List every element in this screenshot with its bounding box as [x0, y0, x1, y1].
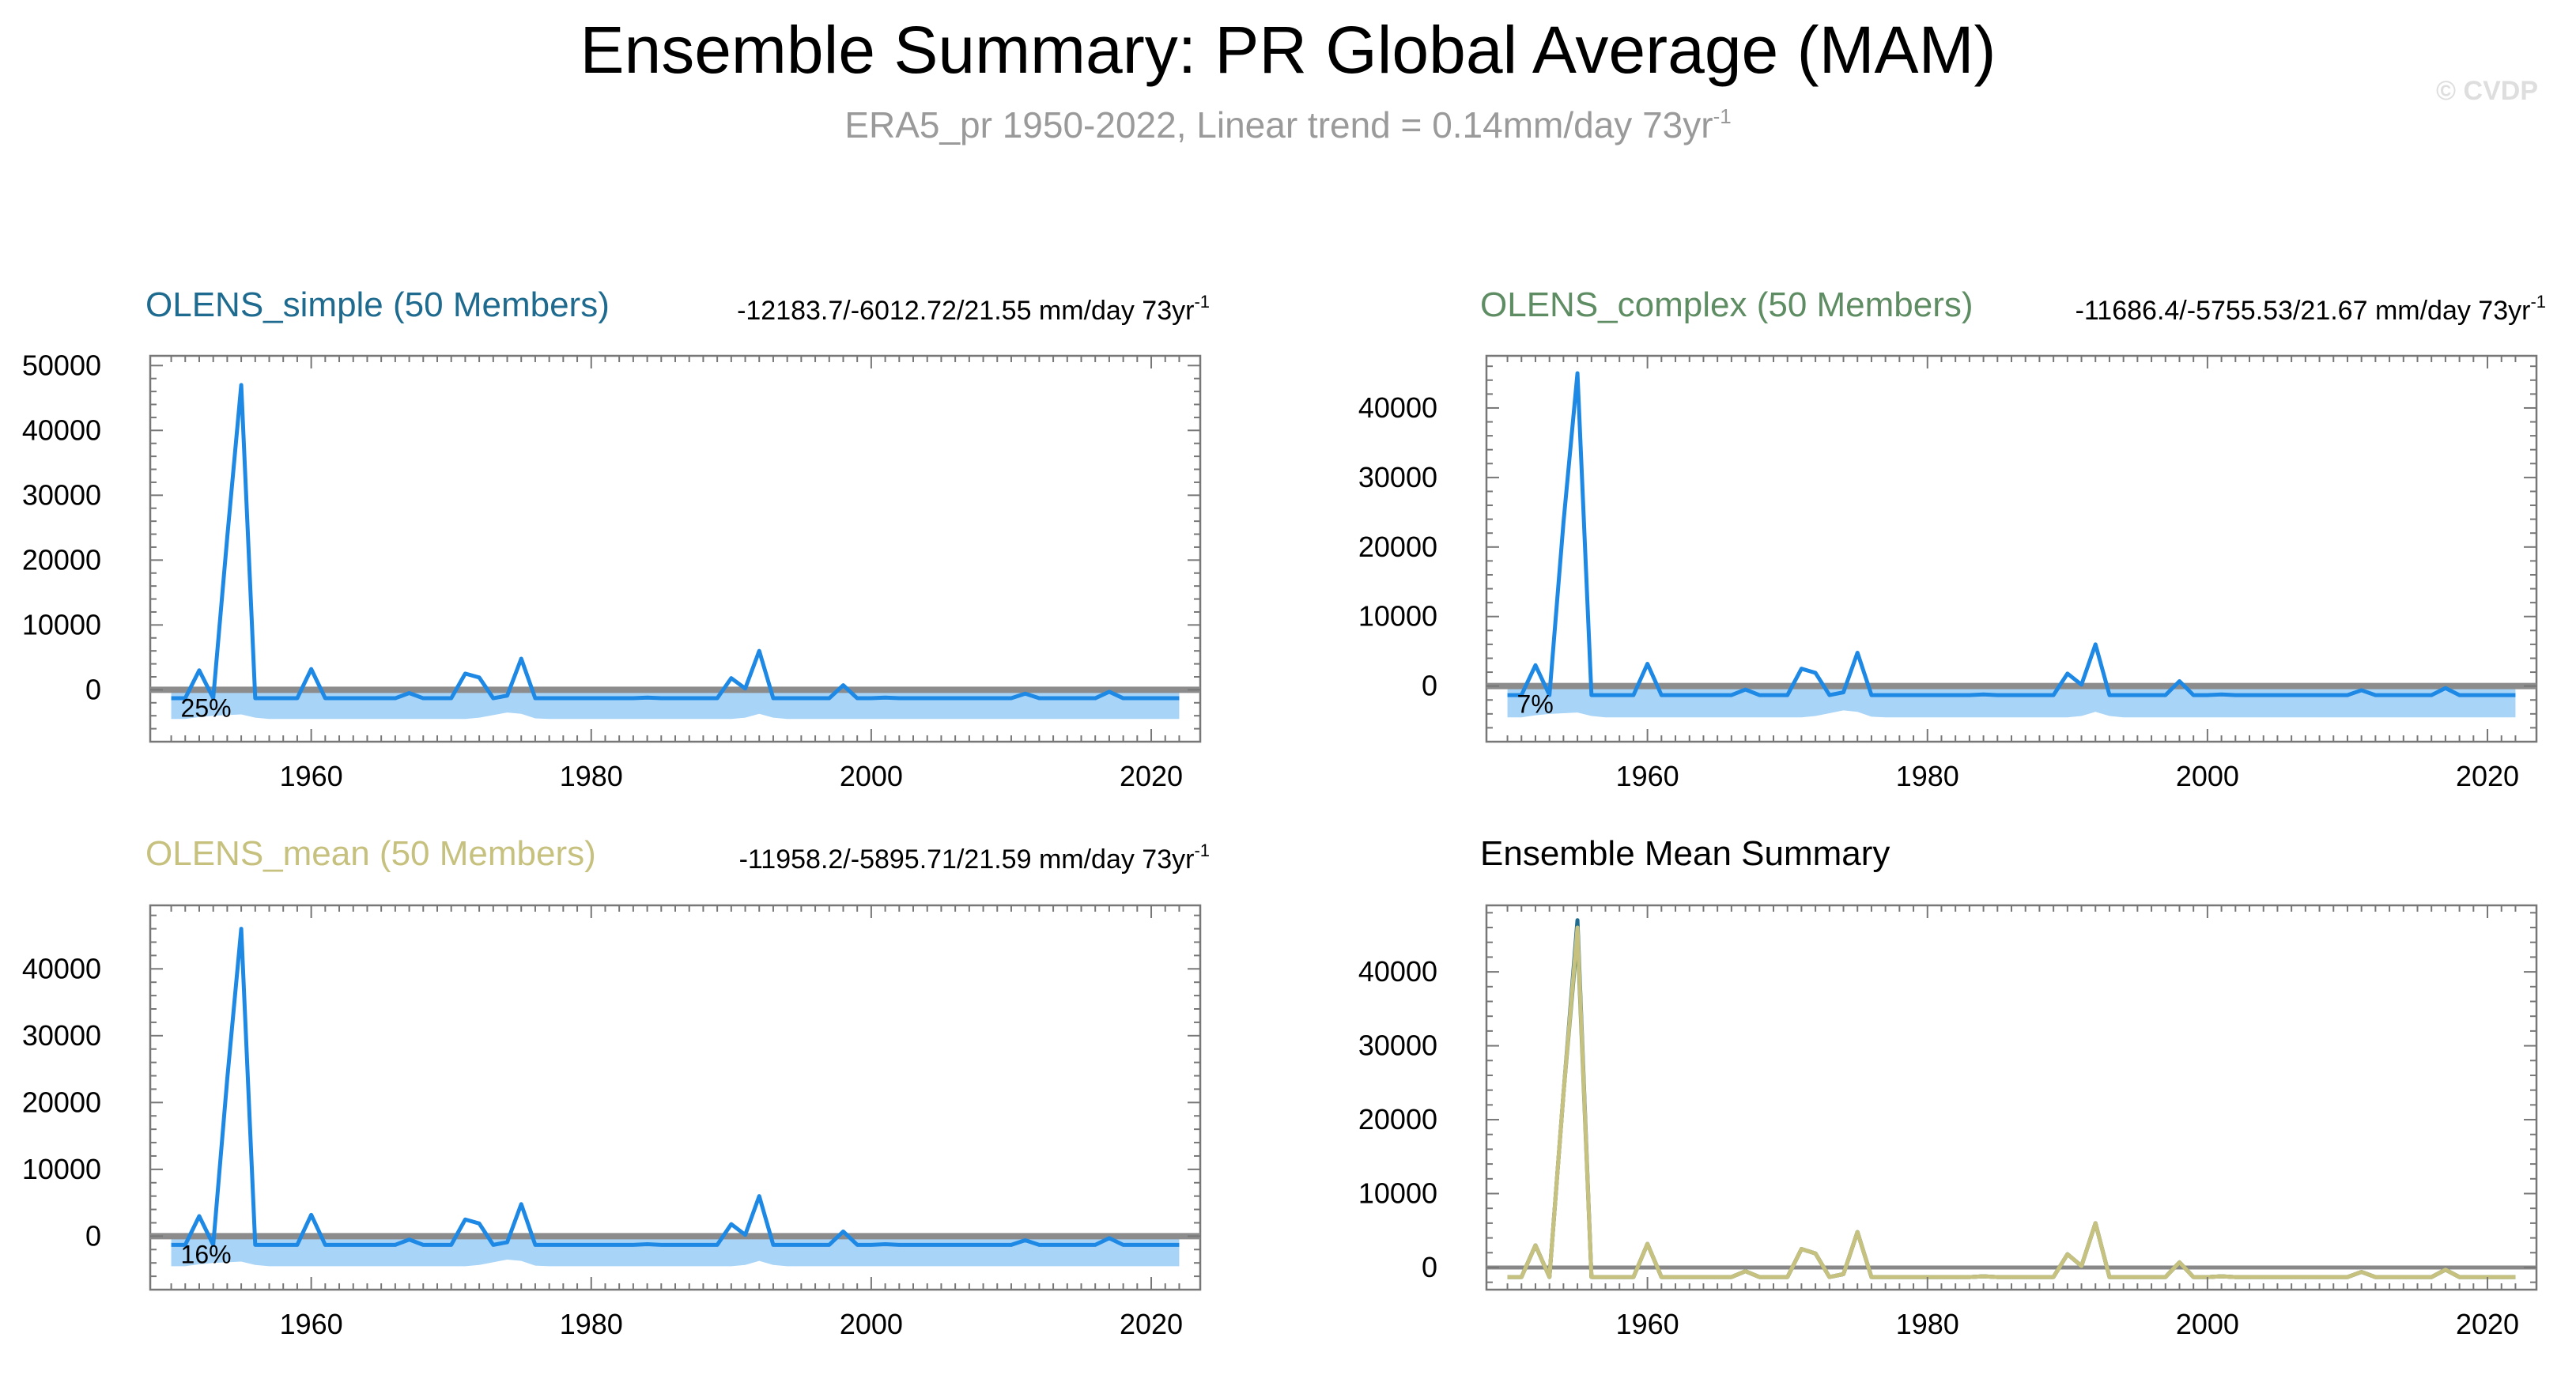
x-tick-label: 1980 [560, 1308, 623, 1340]
y-tick-label: 30000 [22, 1019, 101, 1052]
panel-trend-text: -11686.4/-5755.53/21.67 mm/day 73yr [2076, 296, 2531, 326]
panel-0: OLENS_simple (50 Members) -12183.7/-6012.… [22, 285, 1210, 792]
plot-frame [1485, 354, 2538, 743]
y-tick-label: 0 [85, 1219, 101, 1252]
figure-subtitle-sup: -1 [1713, 104, 1732, 128]
y-tick-label: 0 [85, 673, 101, 705]
x-tick-label: 2020 [1120, 1308, 1183, 1340]
y-tick-label: 30000 [1358, 1030, 1437, 1062]
panel-1: OLENS_complex (50 Members) -11686.4/-5755… [1358, 285, 2546, 792]
y-tick-label: 0 [1422, 1251, 1437, 1283]
y-tick-label: 40000 [22, 952, 101, 984]
y-tick-label: 40000 [22, 414, 101, 446]
x-tick-label: 2000 [2176, 1308, 2239, 1340]
y-tick-label: 10000 [22, 1153, 101, 1185]
ensemble-mean-line [171, 383, 1180, 701]
x-tick-label: 1960 [280, 760, 343, 792]
y-tick-label: 50000 [22, 349, 101, 381]
panel-title: OLENS_simple (50 Members) [145, 285, 610, 324]
y-tick-label: 30000 [22, 478, 101, 511]
ensemble-mean-line [171, 927, 1180, 1247]
rank-label: 7% [1517, 690, 1554, 719]
panel-trend-label: -12183.7/-6012.72/21.55 mm/day 73yr-1 [737, 292, 1210, 326]
watermark: © CVDP [2436, 76, 2538, 106]
figure-title: Ensemble Summary: PR Global Average (MAM… [580, 13, 1996, 87]
y-tick-label: 40000 [1358, 391, 1437, 424]
y-tick-label: 40000 [1358, 955, 1437, 988]
x-tick-label: 2020 [2456, 1308, 2519, 1340]
panel-3: Ensemble Mean Summary 1960 1980 2000 2020 0 10… [1358, 834, 2538, 1340]
panel-trend-label: -11958.2/-5895.71/21.59 mm/day 73yr-1 [739, 841, 1210, 875]
plot-data: 16% [150, 927, 1200, 1268]
y-tick-label: 20000 [22, 543, 101, 576]
panel-trend-label: -11686.4/-5755.53/21.67 mm/day 73yr-1 [2076, 292, 2546, 326]
plot-frame [149, 354, 1202, 743]
x-tick-label: 2000 [840, 760, 903, 792]
plot-data: 25% [150, 383, 1200, 722]
panel-trend-sup: -1 [2530, 292, 2546, 312]
plot-data [1486, 918, 2536, 1279]
panel-trend-sup: -1 [1194, 841, 1210, 860]
panel-trend-text: -12183.7/-6012.72/21.55 mm/day 73yr [737, 296, 1194, 326]
x-tick-label: 2020 [1120, 760, 1183, 792]
x-tick-label: 1960 [1616, 1308, 1679, 1340]
panel-title: Ensemble Mean Summary [1480, 834, 1890, 873]
panel-title: OLENS_mean (50 Members) [145, 834, 596, 873]
plot-data: 7% [1486, 371, 2536, 719]
y-tick-label: 0 [1422, 670, 1437, 702]
x-tick-label: 2020 [2456, 760, 2519, 792]
ensemble-mean-line [1507, 371, 2516, 697]
y-tick-label: 10000 [22, 608, 101, 640]
series-line-olens-mean [1507, 925, 2516, 1279]
panel-title: OLENS_complex (50 Members) [1480, 285, 1974, 324]
figure-subtitle: ERA5_pr 1950-2022, Linear trend = 0.14mm… [844, 104, 1731, 145]
y-tick-label: 20000 [1358, 531, 1437, 563]
panel-2: OLENS_mean (50 Members) -11958.2/-5895.71… [22, 834, 1210, 1340]
x-tick-label: 1980 [1896, 1308, 1959, 1340]
panel-trend-text: -11958.2/-5895.71/21.59 mm/day 73yr [739, 844, 1195, 875]
x-tick-label: 1960 [1616, 760, 1679, 792]
x-tick-label: 2000 [2176, 760, 2239, 792]
x-tick-label: 1960 [280, 1308, 343, 1340]
y-tick-label: 20000 [22, 1086, 101, 1118]
rank-label: 16% [181, 1240, 232, 1268]
rank-label: 25% [181, 693, 232, 722]
x-tick-label: 2000 [840, 1308, 903, 1340]
plot-frame [1485, 904, 2538, 1291]
panels-container: OLENS_simple (50 Members) -12183.7/-6012.… [22, 285, 2546, 1340]
figure-subtitle-text: ERA5_pr 1950-2022, Linear trend = 0.14mm… [844, 104, 1713, 145]
y-tick-label: 10000 [1358, 600, 1437, 633]
y-tick-label: 10000 [1358, 1177, 1437, 1210]
x-tick-label: 1980 [1896, 760, 1959, 792]
x-tick-label: 1980 [560, 760, 623, 792]
y-tick-label: 20000 [1358, 1103, 1437, 1135]
panel-trend-sup: -1 [1194, 292, 1210, 312]
plot-frame [149, 904, 1202, 1291]
y-tick-label: 30000 [1358, 461, 1437, 493]
